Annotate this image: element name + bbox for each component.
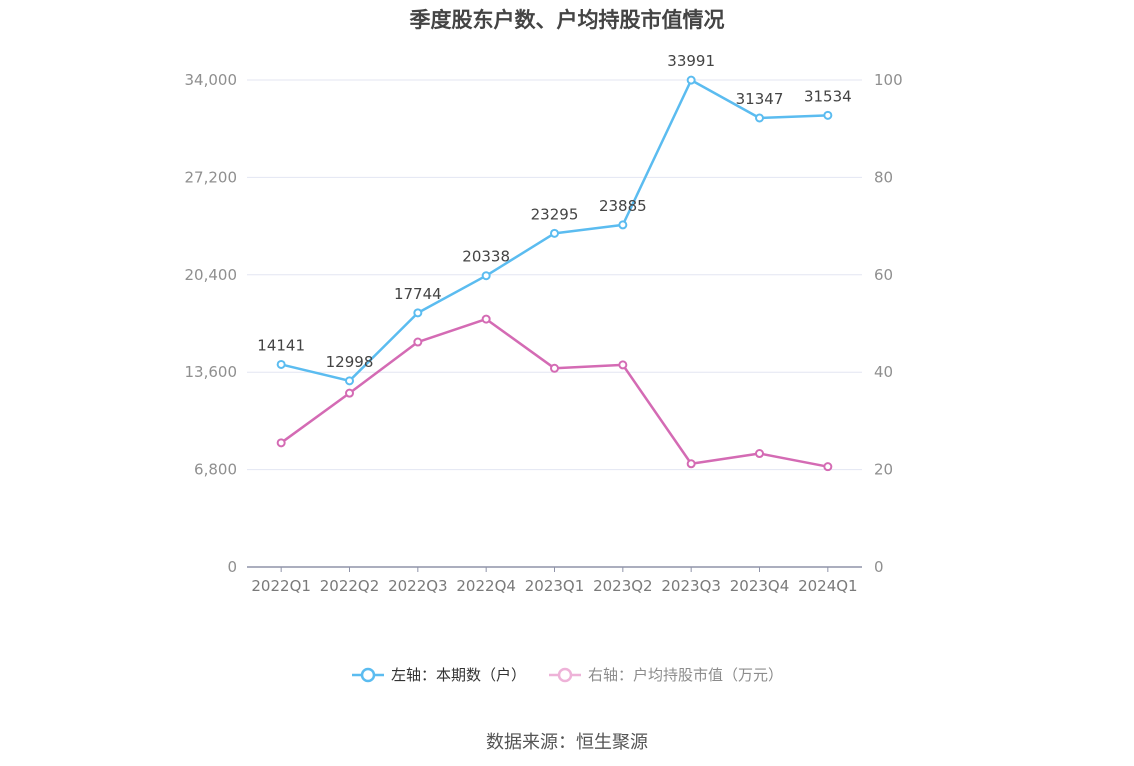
data-label: 33991	[667, 52, 715, 70]
right-axis-tick: 0	[874, 558, 884, 576]
left-axis-tick: 6,800	[194, 461, 237, 479]
x-axis-tick-label: 2022Q2	[320, 577, 380, 595]
left-axis-tick: 0	[227, 558, 237, 576]
data-point-right	[618, 360, 628, 370]
right-axis-tick: 20	[874, 461, 893, 479]
legend-marker-left-icon	[351, 667, 384, 682]
chart-title: 季度股东户数、户均持股市值情况	[409, 8, 725, 32]
right-axis-tick: 80	[874, 168, 893, 186]
x-axis-tick-label: 2023Q2	[593, 577, 653, 595]
x-axis-tick-label: 2023Q3	[661, 577, 721, 595]
data-point-right	[755, 449, 764, 459]
x-axis-tick-label: 2023Q4	[730, 577, 790, 595]
data-point-left	[276, 359, 286, 369]
left-axis-tick: 13,600	[185, 363, 238, 381]
data-label: 23885	[599, 197, 647, 215]
legend: 左轴：本期数（户） 右轴：户均持股市值（万元）	[0, 664, 1134, 685]
legend-label-left: 左轴：本期数（户）	[390, 666, 526, 684]
x-axis-tick-label: 2022Q4	[456, 577, 516, 595]
data-point-left	[686, 75, 696, 85]
data-point-left	[618, 220, 628, 230]
legend-label-right: 右轴：户均持股市值（万元）	[588, 666, 784, 684]
data-point-right	[823, 462, 833, 472]
x-axis-tick-label: 2023Q1	[525, 577, 585, 595]
left-axis-tick: 34,000	[185, 71, 238, 89]
data-point-right	[481, 314, 491, 324]
right-axis-tick: 60	[874, 266, 893, 284]
data-point-left	[413, 308, 423, 318]
left-axis-tick: 20,400	[185, 266, 238, 284]
x-axis-tick-label: 2022Q1	[251, 577, 311, 595]
x-axis-tick-label: 2022Q3	[388, 577, 448, 595]
data-label: 31347	[736, 90, 784, 108]
legend-marker-right-icon	[549, 667, 581, 682]
legend-item-left[interactable]: 左轴：本期数（户）	[351, 664, 526, 685]
data-label: 17744	[394, 285, 442, 303]
data-label: 12998	[326, 353, 374, 371]
data-point-left	[755, 113, 764, 123]
data-point-left	[345, 376, 354, 386]
data-point-right	[550, 363, 559, 373]
x-axis-tick-label: 2024Q1	[798, 577, 858, 595]
data-label: 23295	[531, 205, 579, 223]
data-label: 31534	[804, 87, 852, 105]
data-point-right	[686, 459, 696, 469]
data-point-right	[345, 388, 354, 398]
series-line-right	[280, 317, 829, 468]
data-point-left	[823, 110, 833, 120]
right-axis-tick: 40	[874, 363, 893, 381]
data-label: 20338	[462, 248, 510, 266]
data-point-right	[276, 438, 286, 448]
data-point-left	[481, 271, 491, 281]
source-note: 数据来源：恒生聚源	[486, 732, 648, 753]
data-point-right	[413, 337, 423, 347]
data-label: 14141	[257, 336, 305, 354]
right-axis-tick: 100	[874, 71, 903, 89]
data-point-left	[550, 228, 559, 238]
legend-item-right[interactable]: 右轴：户均持股市值（万元）	[548, 664, 783, 685]
left-axis-tick: 27,200	[185, 168, 238, 186]
